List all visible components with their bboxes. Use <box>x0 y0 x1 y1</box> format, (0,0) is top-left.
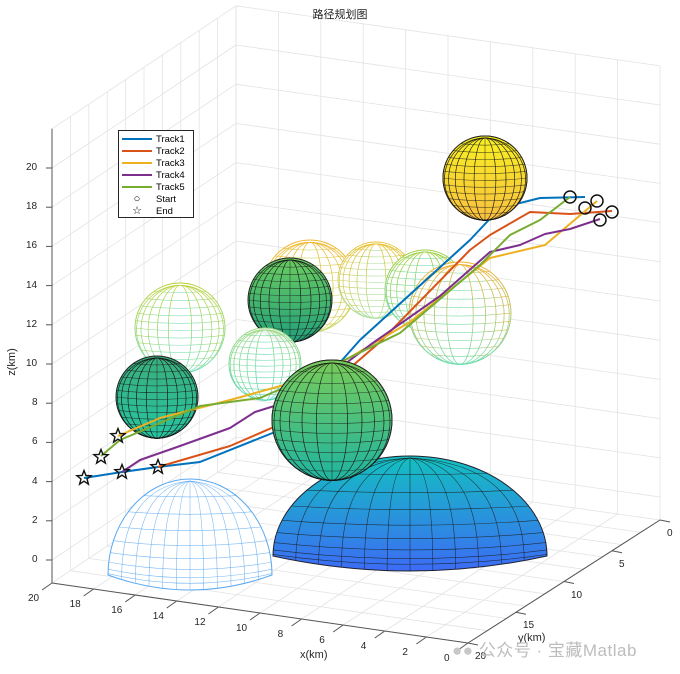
x-tick-label: 18 <box>69 599 81 610</box>
z-tick-label: 6 <box>32 436 38 448</box>
start-marker <box>593 213 607 227</box>
track-track4 <box>121 218 601 473</box>
obstacle-sphere <box>228 327 302 401</box>
end-marker <box>149 457 167 475</box>
end-marker <box>92 447 110 465</box>
z-tick-label: 8 <box>32 397 38 409</box>
obstacle-sphere <box>271 359 393 481</box>
start-marker <box>605 205 619 219</box>
legend-label: Track5 <box>156 181 185 193</box>
legend-item-track1: Track1 <box>119 133 185 145</box>
obstacle-sphere <box>442 135 528 221</box>
axes <box>41 128 671 651</box>
track-track2 <box>157 210 613 468</box>
y-tick-label: 10 <box>571 589 583 601</box>
track2-swatch <box>122 150 152 152</box>
y-tick-label: 15 <box>523 620 535 632</box>
x-tick-label: 10 <box>236 623 248 634</box>
x-tick-label: 2 <box>402 647 408 658</box>
y-tick-label: 0 <box>667 528 673 539</box>
legend-item-track2: Track2 <box>119 145 185 157</box>
z-tick-label: 20 <box>26 162 38 173</box>
start-marker <box>563 190 577 204</box>
z-tick-label: 4 <box>32 475 38 487</box>
legend-item-start: ○ Start <box>119 193 176 205</box>
x-tick-label: 16 <box>111 605 123 616</box>
legend: Track1 Track2 Track3 Track4 Track5 ○ Star… <box>118 130 194 218</box>
legend-label: Start <box>156 193 177 205</box>
x-tick-label: 0 <box>444 653 450 664</box>
legend-label: Track4 <box>156 169 185 181</box>
track3-swatch <box>122 162 152 164</box>
circle-marker-icon: ○ <box>133 192 141 205</box>
legend-item-track5: Track5 <box>119 181 185 193</box>
z-tick-label: 2 <box>32 514 38 526</box>
start-marker <box>578 201 592 215</box>
end-marker <box>113 462 131 480</box>
y-tick-label: 20 <box>475 651 487 662</box>
end-marker <box>75 468 93 486</box>
watermark-text: 公众号 · 宝藏Matlab <box>478 641 637 660</box>
legend-label: Track1 <box>156 133 185 145</box>
x-tick-label: 14 <box>152 611 164 622</box>
x-tick-label: 6 <box>319 635 325 646</box>
obstacle-hemisphere <box>107 478 273 591</box>
watermark: ●● 公众号 · 宝藏Matlab <box>452 636 637 661</box>
obstacle-hemisphere <box>272 455 548 572</box>
legend-item-end: ☆ End <box>119 205 173 217</box>
track1-swatch <box>122 138 152 140</box>
track-lines <box>83 196 613 479</box>
star-marker-icon: ☆ <box>132 204 142 217</box>
x-axis-label: x(km) <box>300 649 328 661</box>
x-tick-label: 20 <box>28 593 40 604</box>
obstacle-sphere <box>134 282 226 374</box>
obstacle-sphere <box>115 355 199 439</box>
legend-label: End <box>156 205 173 217</box>
legend-label: Track3 <box>156 157 185 169</box>
x-tick-label: 8 <box>277 629 284 640</box>
end-marker <box>109 426 127 444</box>
legend-item-track4: Track4 <box>119 169 185 181</box>
z-tick-label: 0 <box>32 554 38 565</box>
track4-swatch <box>122 174 152 176</box>
start-marker <box>590 194 604 208</box>
wechat-icon: ●● <box>452 641 474 660</box>
z-tick-label: 10 <box>26 358 38 369</box>
z-axis-label: z(km) <box>5 348 18 376</box>
z-tick-label: 12 <box>26 318 38 330</box>
x-tick-label: 12 <box>194 617 206 628</box>
z-tick-label: 18 <box>26 201 38 213</box>
track5-swatch <box>122 186 152 188</box>
legend-item-track3: Track3 <box>119 157 185 169</box>
y-tick-label: 5 <box>619 558 625 570</box>
legend-label: Track2 <box>156 145 185 157</box>
chart-title: 路径规划图 <box>312 8 368 21</box>
track-track5 <box>100 196 571 457</box>
z-tick-label: 14 <box>26 279 38 291</box>
x-tick-label: 4 <box>360 641 367 652</box>
markers <box>75 190 619 486</box>
z-tick-label: 16 <box>26 240 38 252</box>
